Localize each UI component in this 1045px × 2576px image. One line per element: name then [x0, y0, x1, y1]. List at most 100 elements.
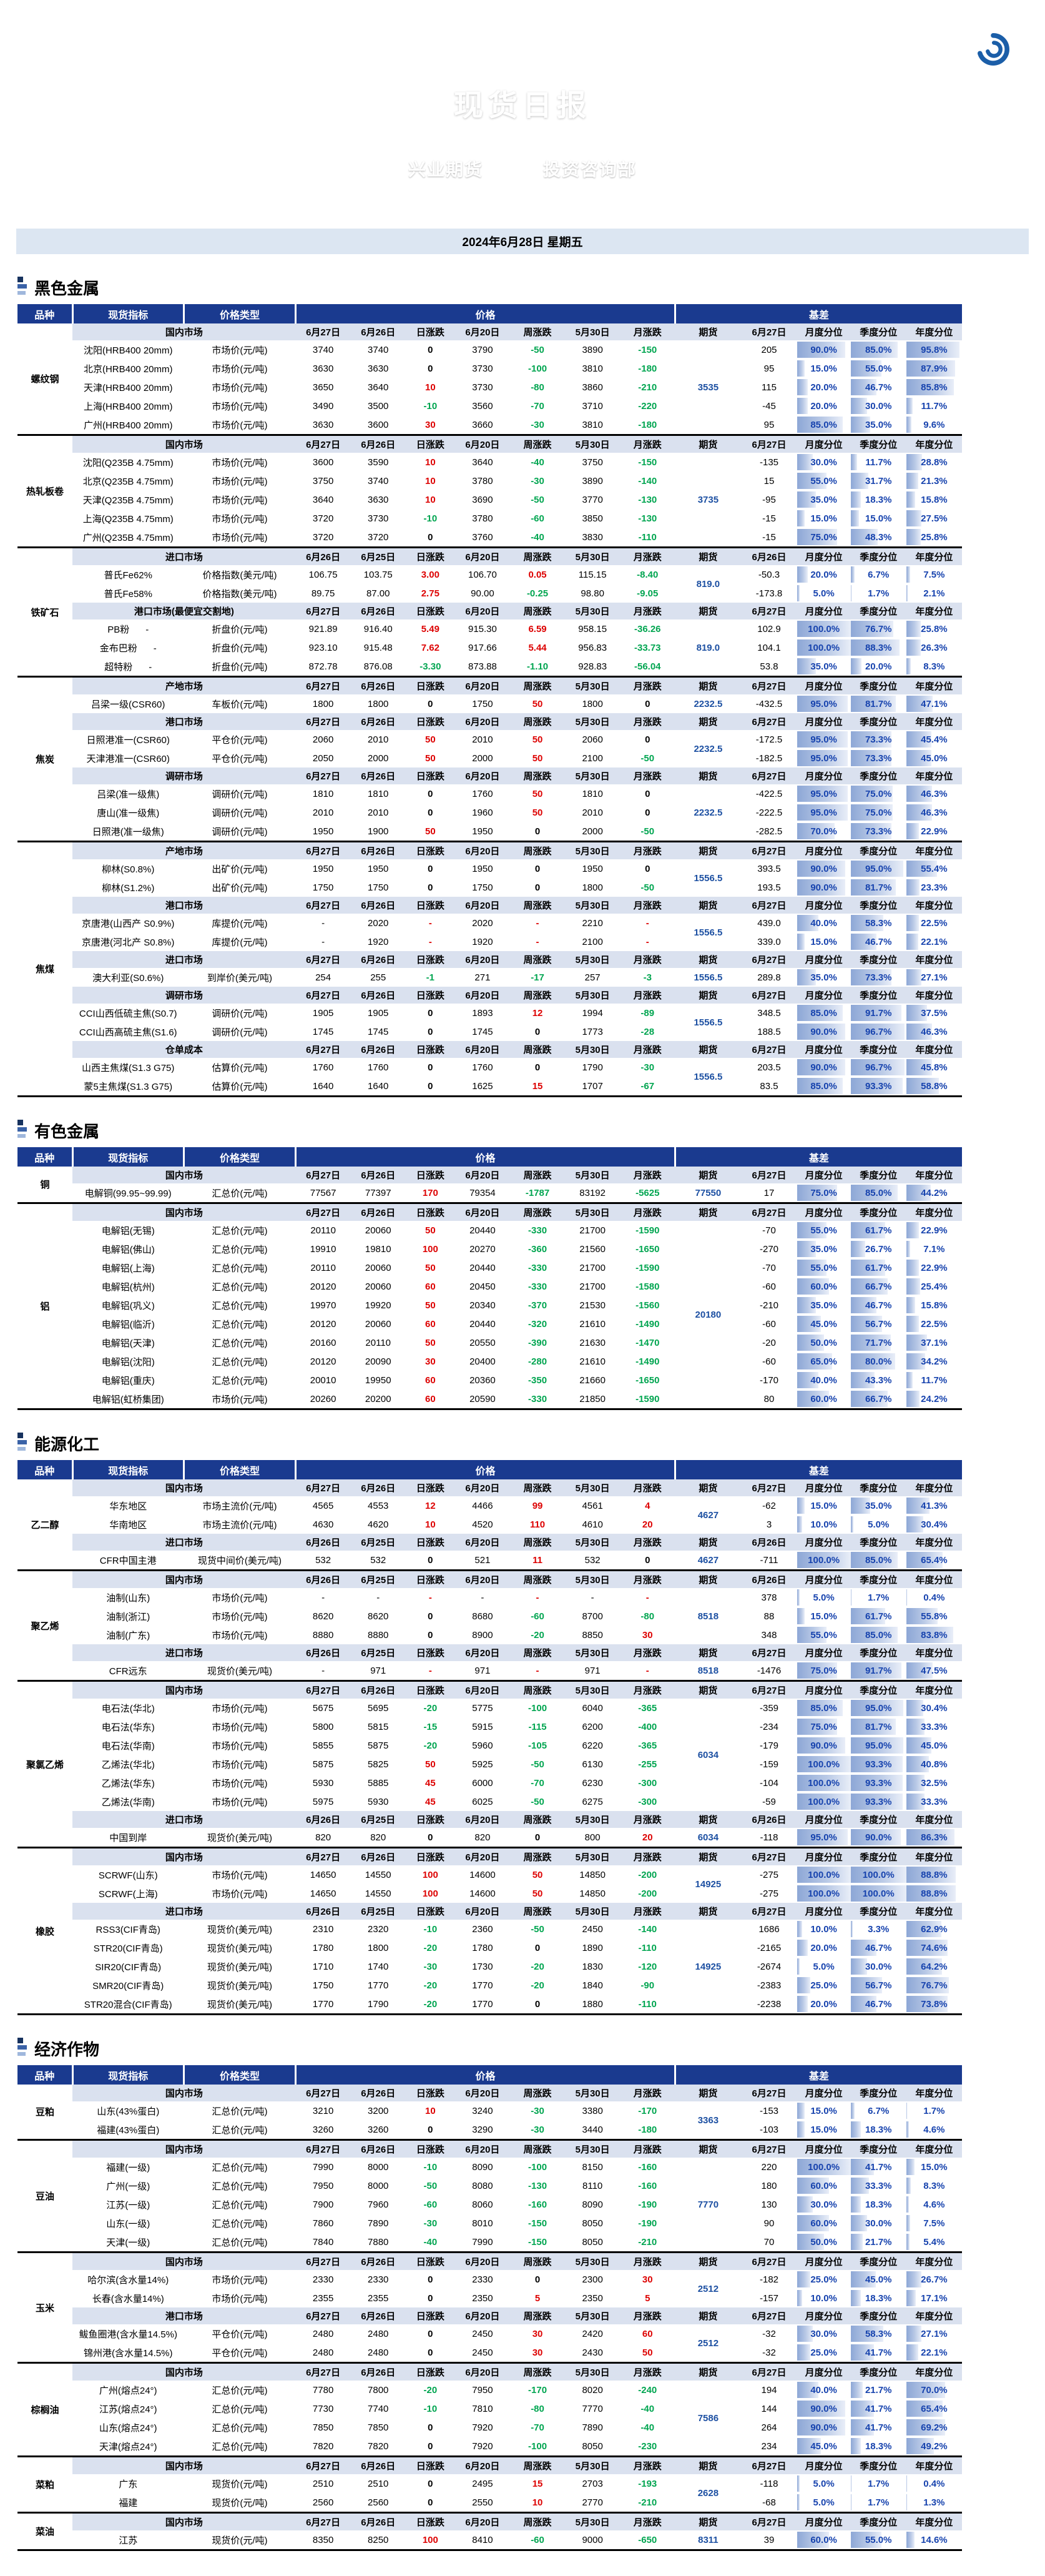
- price-type: 车板价(元/吨): [184, 694, 295, 713]
- date-header: 日涨跌: [406, 1681, 455, 1699]
- date-header: 周涨跌: [510, 1681, 565, 1699]
- date-header: 6月20日: [455, 677, 510, 695]
- futures-header: 期货: [675, 323, 741, 340]
- date-header: 月涨跌: [620, 2307, 675, 2324]
- indicator-name: 电解铝(上海): [72, 1258, 184, 1277]
- cell-change: -60: [510, 1607, 565, 1626]
- date-header: 6月26日: [296, 1571, 351, 1589]
- cell-price: 90.00: [455, 584, 510, 603]
- cell-percentile: 85.0%: [851, 1183, 906, 1203]
- cell-percentile: 30.4%: [906, 1515, 962, 1534]
- cell-basis: -282.5: [741, 822, 797, 842]
- percentile-value: 49.2%: [906, 2438, 962, 2454]
- pct-quarter-header: 季度分位: [851, 1041, 906, 1058]
- indicator-name: 吕梁一级(CSR60): [72, 694, 184, 713]
- date-header: 6月25日: [351, 1811, 406, 1828]
- percentile-value: 85.0%: [797, 1005, 851, 1021]
- indicator-name: 北京(HRB400 20mm): [72, 359, 184, 378]
- cell-percentile: 40.0%: [797, 914, 851, 932]
- indicator-name: SCRWF(上海): [72, 1884, 184, 1903]
- date-header: 5月30日: [565, 2307, 620, 2324]
- basis-date-header: 6月27日: [741, 2140, 797, 2158]
- pct-quarter-header: 季度分位: [851, 603, 906, 619]
- date-header: 6月26日: [351, 1167, 406, 1183]
- percentile-value: 58.3%: [851, 2326, 906, 2342]
- cell-futures: [675, 509, 741, 528]
- indicator-name: 普氏Fe58%: [72, 584, 184, 603]
- cell-change: 60: [406, 1389, 455, 1409]
- col-indicator: 现货指标: [72, 304, 184, 323]
- date-header: 日涨跌: [406, 767, 455, 784]
- cell-change: -: [406, 932, 455, 951]
- date-header: 6月26日: [351, 713, 406, 730]
- indicator-name: 电解铝(佛山): [72, 1240, 184, 1258]
- indicator-name: SCRWF(山东): [72, 1865, 184, 1884]
- cell-percentile: 60.0%: [797, 2214, 851, 2233]
- cell-price: 3730: [455, 378, 510, 397]
- indicator-name: STR20混合(CIF青岛): [72, 1995, 184, 2015]
- price-type: 市场价(元/吨): [184, 1607, 295, 1626]
- percentile-value: 1.7%: [851, 2494, 906, 2510]
- cell-percentile: 95.0%: [851, 1736, 906, 1755]
- cell-price: 20060: [351, 1258, 406, 1277]
- date-header: 6月20日: [455, 842, 510, 860]
- percentile-value: 4.6%: [906, 2121, 962, 2138]
- basis-date-header: 6月26日: [741, 1534, 797, 1551]
- cell-percentile: 86.3%: [906, 1828, 962, 1848]
- date-header: 月涨跌: [620, 1167, 675, 1183]
- date-header: 6月26日: [351, 1848, 406, 1866]
- cell-price: 1750: [296, 878, 351, 897]
- cell-price: 5925: [455, 1755, 510, 1774]
- cell-percentile: 35.0%: [797, 657, 851, 677]
- percentile-value: 85.0%: [797, 417, 851, 433]
- cell-price: 3790: [455, 340, 510, 359]
- cell-price: 3260: [296, 2120, 351, 2140]
- date-header: 5月30日: [565, 2457, 620, 2475]
- cell-price: 1750: [296, 1976, 351, 1995]
- date-header: 6月27日: [296, 2253, 351, 2271]
- cell-price: 20260: [296, 1389, 351, 1409]
- percentile-value: 73.3%: [851, 823, 906, 839]
- cell-percentile: 83.8%: [906, 1626, 962, 1644]
- percentile-value: 18.3%: [851, 491, 906, 508]
- cell-change: 0: [510, 1058, 565, 1077]
- pct-month-header: 月度分位: [797, 2253, 851, 2271]
- col-price-group: 价格: [296, 304, 675, 323]
- cell-change: 60: [406, 1277, 455, 1296]
- indicator-name: 天津港准一(CSR60): [72, 749, 184, 767]
- variety-name: 热轧板卷: [17, 435, 72, 548]
- percentile-value: 22.5%: [906, 1316, 962, 1332]
- price-type: 市场价(元/吨): [184, 528, 295, 548]
- price-type: 市场价(元/吨): [184, 2289, 295, 2307]
- pct-quarter-header: 季度分位: [851, 2085, 906, 2101]
- cell-percentile: 100.0%: [797, 1792, 851, 1811]
- cell-percentile: 28.8%: [906, 453, 962, 471]
- percentile-value: 25.4%: [906, 1278, 962, 1295]
- date-header: 6月27日: [296, 767, 351, 784]
- pct-year-header: 年度分位: [906, 1903, 962, 1920]
- cell-price: 1770: [455, 1976, 510, 1995]
- percentile-value: 37.1%: [906, 1335, 962, 1351]
- variety-name: 豆油: [17, 2140, 72, 2253]
- price-type: 市场价(元/吨): [184, 1717, 295, 1736]
- cell-price: 3780: [455, 509, 510, 528]
- date-header: 5月30日: [565, 1041, 620, 1058]
- percentile-value: 21.3%: [906, 473, 962, 489]
- cell-price: 872.78: [296, 657, 351, 677]
- date-header: 月涨跌: [620, 1571, 675, 1589]
- cell-price: 1830: [565, 1957, 620, 1976]
- date-header: 5月30日: [565, 323, 620, 340]
- cell-price: 1625: [455, 1077, 510, 1097]
- cell-basis: -118: [741, 2474, 797, 2493]
- cell-percentile: 41.7%: [851, 2418, 906, 2437]
- col-basis-group: 基差: [675, 1147, 962, 1167]
- percentile-value: 95.0%: [851, 1700, 906, 1716]
- cell-price: 820: [296, 1828, 351, 1848]
- cell-price: 8000: [351, 2176, 406, 2195]
- date-header: 日涨跌: [406, 897, 455, 914]
